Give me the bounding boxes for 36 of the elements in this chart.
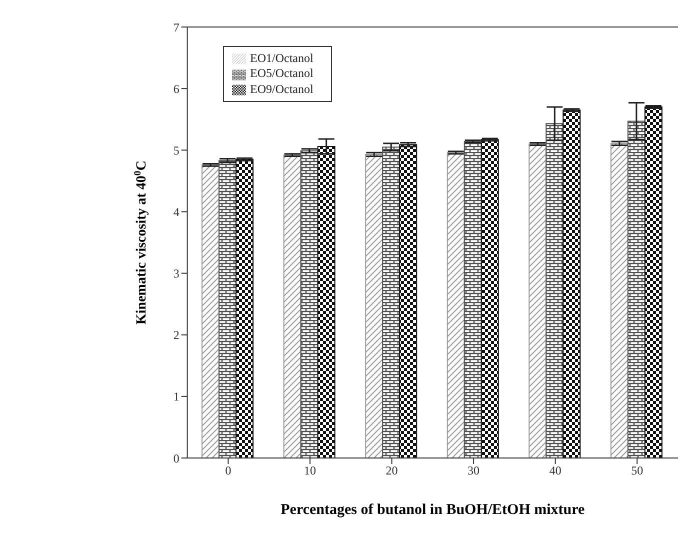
- x-tick-label: 10: [304, 464, 316, 478]
- x-tick-label: 50: [631, 464, 644, 478]
- legend-label: EO1/Octanol: [250, 51, 314, 65]
- bar: [218, 160, 237, 458]
- y-tick-label: 2: [173, 328, 180, 342]
- bar: [546, 123, 564, 458]
- y-tick-label: 0: [173, 451, 180, 466]
- bar: [365, 154, 384, 458]
- bar: [480, 139, 499, 458]
- y-tick-label: 3: [173, 266, 180, 281]
- bar: [202, 164, 220, 458]
- y-tick-label: 1: [173, 390, 180, 404]
- x-tick-label: 20: [386, 464, 398, 478]
- x-tick-label: 0: [225, 464, 232, 478]
- bar: [283, 154, 302, 458]
- bar: [464, 141, 482, 458]
- bar: [236, 158, 254, 458]
- y-tick-label: 5: [173, 143, 180, 158]
- bar: [610, 142, 628, 458]
- bar: [399, 144, 418, 458]
- x-tick-label: 30: [468, 464, 480, 478]
- bar: [528, 143, 547, 458]
- bar: [382, 146, 400, 458]
- bar: [562, 110, 581, 458]
- legend-label: EO5/Octanol: [250, 66, 314, 80]
- y-tick-label: 6: [173, 82, 180, 96]
- legend-label: EO9/Octanol: [250, 82, 314, 96]
- bar: [300, 150, 318, 458]
- x-tick-label: 40: [549, 464, 562, 478]
- bar: [627, 120, 646, 458]
- y-tick-label: 7: [173, 20, 180, 34]
- y-tick-label: 4: [173, 204, 180, 219]
- bar: [644, 106, 662, 458]
- bar: [446, 152, 465, 458]
- x-axis-title: Percentages of butanol in BuOH/EtOH mixture: [280, 502, 586, 518]
- bar: [317, 146, 336, 458]
